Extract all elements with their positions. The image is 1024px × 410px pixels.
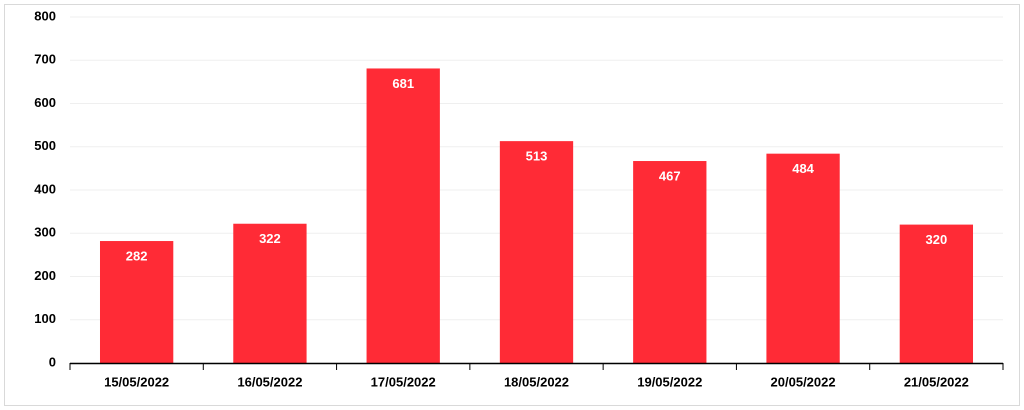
bar [366, 68, 440, 363]
y-tick-label: 0 [49, 354, 56, 369]
value-label: 322 [259, 231, 281, 246]
bar [633, 161, 707, 363]
bar [99, 241, 174, 363]
x-tick-label: 15/05/2022 [104, 374, 169, 389]
x-tick-label: 17/05/2022 [371, 374, 436, 389]
y-tick-label: 100 [34, 311, 56, 326]
y-tick-label: 600 [34, 95, 56, 110]
x-tick-label: 18/05/2022 [504, 374, 569, 389]
y-tick-label: 200 [34, 268, 56, 283]
bar [499, 141, 574, 363]
y-tick-label: 700 [34, 52, 56, 67]
x-tick-label: 20/05/2022 [771, 374, 836, 389]
bar [899, 224, 974, 363]
y-tick-label: 300 [34, 225, 56, 240]
x-tick-label: 16/05/2022 [237, 374, 302, 389]
value-label: 282 [126, 248, 148, 263]
value-label: 467 [659, 168, 681, 183]
value-label: 513 [526, 149, 548, 164]
y-tick-label: 800 [34, 8, 56, 23]
value-label: 484 [792, 161, 814, 176]
x-tick-label: 19/05/2022 [637, 374, 702, 389]
y-tick-label: 400 [34, 181, 56, 196]
bar [233, 223, 307, 363]
x-tick-label: 21/05/2022 [904, 374, 969, 389]
value-label: 681 [392, 76, 414, 91]
value-label: 320 [926, 232, 948, 247]
bar [766, 153, 840, 363]
y-tick-label: 500 [34, 138, 56, 153]
